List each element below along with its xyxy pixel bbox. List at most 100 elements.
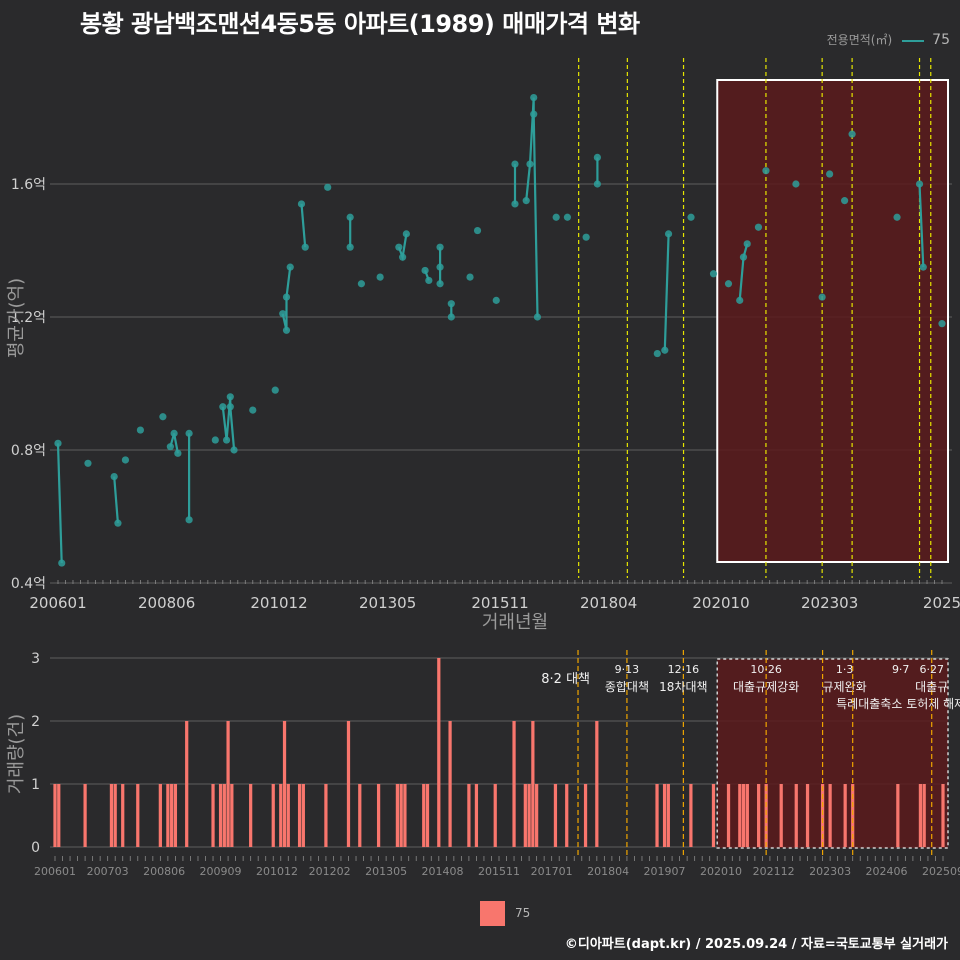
bottom-x-tick-label: 201511 (478, 865, 520, 878)
bottom-x-tick-label: 201012 (256, 865, 298, 878)
price-point (724, 280, 733, 288)
volume-bar (565, 784, 569, 847)
price-point (447, 300, 455, 308)
legend-series-label: 75 (932, 32, 950, 48)
price-point (301, 243, 309, 251)
bottom-x-tick-label: 201408 (422, 865, 464, 878)
volume-bar (226, 721, 230, 847)
volume-bar (820, 784, 825, 847)
price-point (282, 293, 291, 301)
volume-bar (851, 784, 855, 847)
volume-bar (170, 784, 174, 847)
policy-label-date: 10·26 (750, 663, 782, 676)
volume-bar (535, 784, 539, 847)
price-point (110, 473, 118, 481)
price-point (271, 386, 279, 394)
policy-label-name: 종합대책 (605, 679, 649, 694)
volume-bar (422, 784, 426, 847)
price-point (58, 559, 66, 567)
volume-bar (448, 721, 452, 847)
price-point (664, 230, 673, 238)
bottom-x-tick-label: 201907 (644, 865, 686, 878)
price-point (395, 243, 403, 251)
price-point (492, 296, 500, 304)
volume-bar (211, 784, 215, 847)
volume-bar (301, 784, 305, 847)
price-line-segment (300, 203, 307, 248)
volume-bar (282, 721, 287, 847)
policy-label-name: 대출규 (915, 680, 948, 694)
price-line-segment (113, 476, 119, 524)
volume-bar (467, 784, 471, 847)
volume-bar (662, 784, 667, 847)
volume-bar (271, 784, 275, 847)
volume-bar (136, 784, 140, 847)
volume-bar (757, 784, 761, 847)
price-point (736, 296, 744, 304)
price-point (219, 403, 227, 411)
price-point (136, 426, 145, 434)
top-x-tick-label: 200601 (29, 594, 86, 612)
volume-bar (666, 784, 670, 847)
volume-bar (230, 784, 234, 847)
price-point (436, 243, 444, 251)
bottom-x-tick-label: 202010 (700, 865, 742, 878)
volume-bar (403, 784, 407, 847)
volume-legend-label: 75 (515, 906, 531, 920)
volume-bar (358, 784, 362, 847)
volume-bar (279, 784, 283, 847)
volume-bar (249, 784, 253, 847)
volume-bar (828, 784, 832, 847)
price-point (533, 313, 542, 321)
price-point (848, 130, 856, 138)
price-point (841, 197, 849, 205)
volume-bar (745, 784, 749, 847)
volume-bar (437, 658, 441, 847)
price-point (346, 213, 354, 221)
price-point (159, 413, 167, 421)
price-point (593, 180, 601, 188)
policy-label-date: 6·27 (919, 663, 944, 676)
price-point (114, 519, 122, 527)
price-point (687, 213, 695, 221)
price-point (297, 200, 306, 208)
bottom-x-tick-label: 202406 (866, 865, 908, 878)
bottom-x-tick-label: 200703 (87, 865, 129, 878)
volume-bar (922, 784, 926, 847)
volume-bar (324, 784, 328, 847)
volume-bar (738, 784, 742, 847)
price-point (447, 313, 455, 321)
top-y-tick-label: 1.6억 (11, 177, 46, 193)
price-point (582, 233, 590, 241)
volume-bar (655, 784, 659, 847)
volume-bar (218, 784, 223, 847)
price-point (792, 180, 800, 188)
price-point (530, 110, 538, 118)
policy-label-date: 9·7 (892, 663, 910, 676)
top-y-axis-title: 평균가(억) (6, 278, 27, 358)
price-point (743, 240, 751, 248)
volume-bar (57, 784, 61, 847)
bottom-x-tick-label: 201202 (309, 865, 351, 878)
volume-bar (346, 721, 351, 847)
volume-bar (896, 784, 900, 847)
price-point (522, 197, 530, 205)
policy-label-date: 9·13 (615, 663, 640, 676)
price-point (282, 326, 291, 334)
price-point (709, 270, 718, 278)
price-point (754, 223, 763, 231)
price-legend: 전용면적(㎡) 75 (827, 31, 950, 48)
price-point (230, 446, 238, 454)
policy-label-date: 12·16 (668, 663, 700, 676)
price-point (739, 253, 748, 261)
top-y-tick-label: 1.2억 (11, 310, 46, 326)
top-x-tick-label: 201804 (580, 594, 637, 612)
policy-label-name: 특례대출축소 토허제 해제 (836, 697, 960, 711)
price-point (324, 183, 332, 191)
legend-line-swatch (902, 39, 925, 42)
volume-bar (222, 784, 226, 847)
volume-bar (185, 721, 189, 847)
volume-bar (425, 784, 430, 847)
price-line-segment (918, 183, 925, 268)
price-point (919, 263, 927, 271)
